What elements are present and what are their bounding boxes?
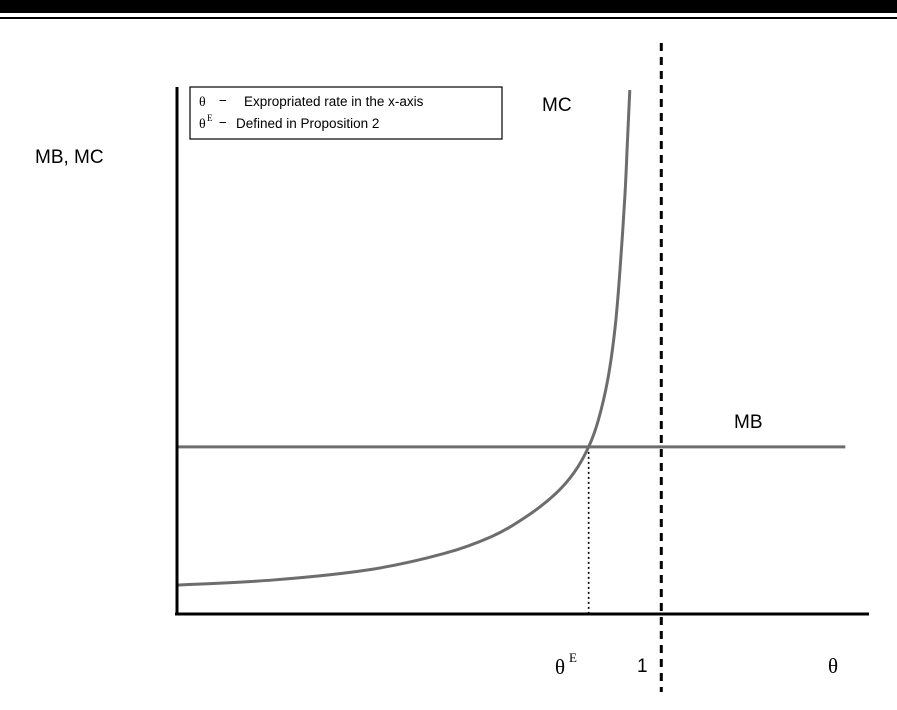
legend-entry-2-dash: − (219, 115, 227, 130)
x-tick-theta-e: θ (555, 655, 565, 679)
legend-entry-1-text: Expropriated rate in the x-axis (244, 94, 424, 109)
x-tick-one: 1 (637, 656, 648, 677)
mb-series-label: MB (734, 412, 763, 433)
legend-entry-1-symbol: θ (199, 95, 206, 110)
legend-entry-2-text: Defined in Proposition 2 (236, 116, 379, 131)
x-axis-label: θ (828, 654, 838, 678)
legend: θ − Expropriated rate in the x-axis θ E … (189, 86, 503, 140)
legend-box (189, 86, 503, 140)
series-line-mc (176, 89, 632, 587)
header-rule-thick (0, 0, 897, 13)
x-tick-theta-e-sup: E (569, 650, 577, 665)
legend-entry-2-sup: E (207, 113, 213, 123)
legend-entry-1-dash: − (219, 93, 227, 108)
legend-entry-2-symbol: θ (199, 117, 206, 132)
mc-series-label: MC (542, 95, 572, 116)
header-rule-thin (0, 17, 897, 19)
y-axis-label: MB, MC (35, 147, 104, 168)
